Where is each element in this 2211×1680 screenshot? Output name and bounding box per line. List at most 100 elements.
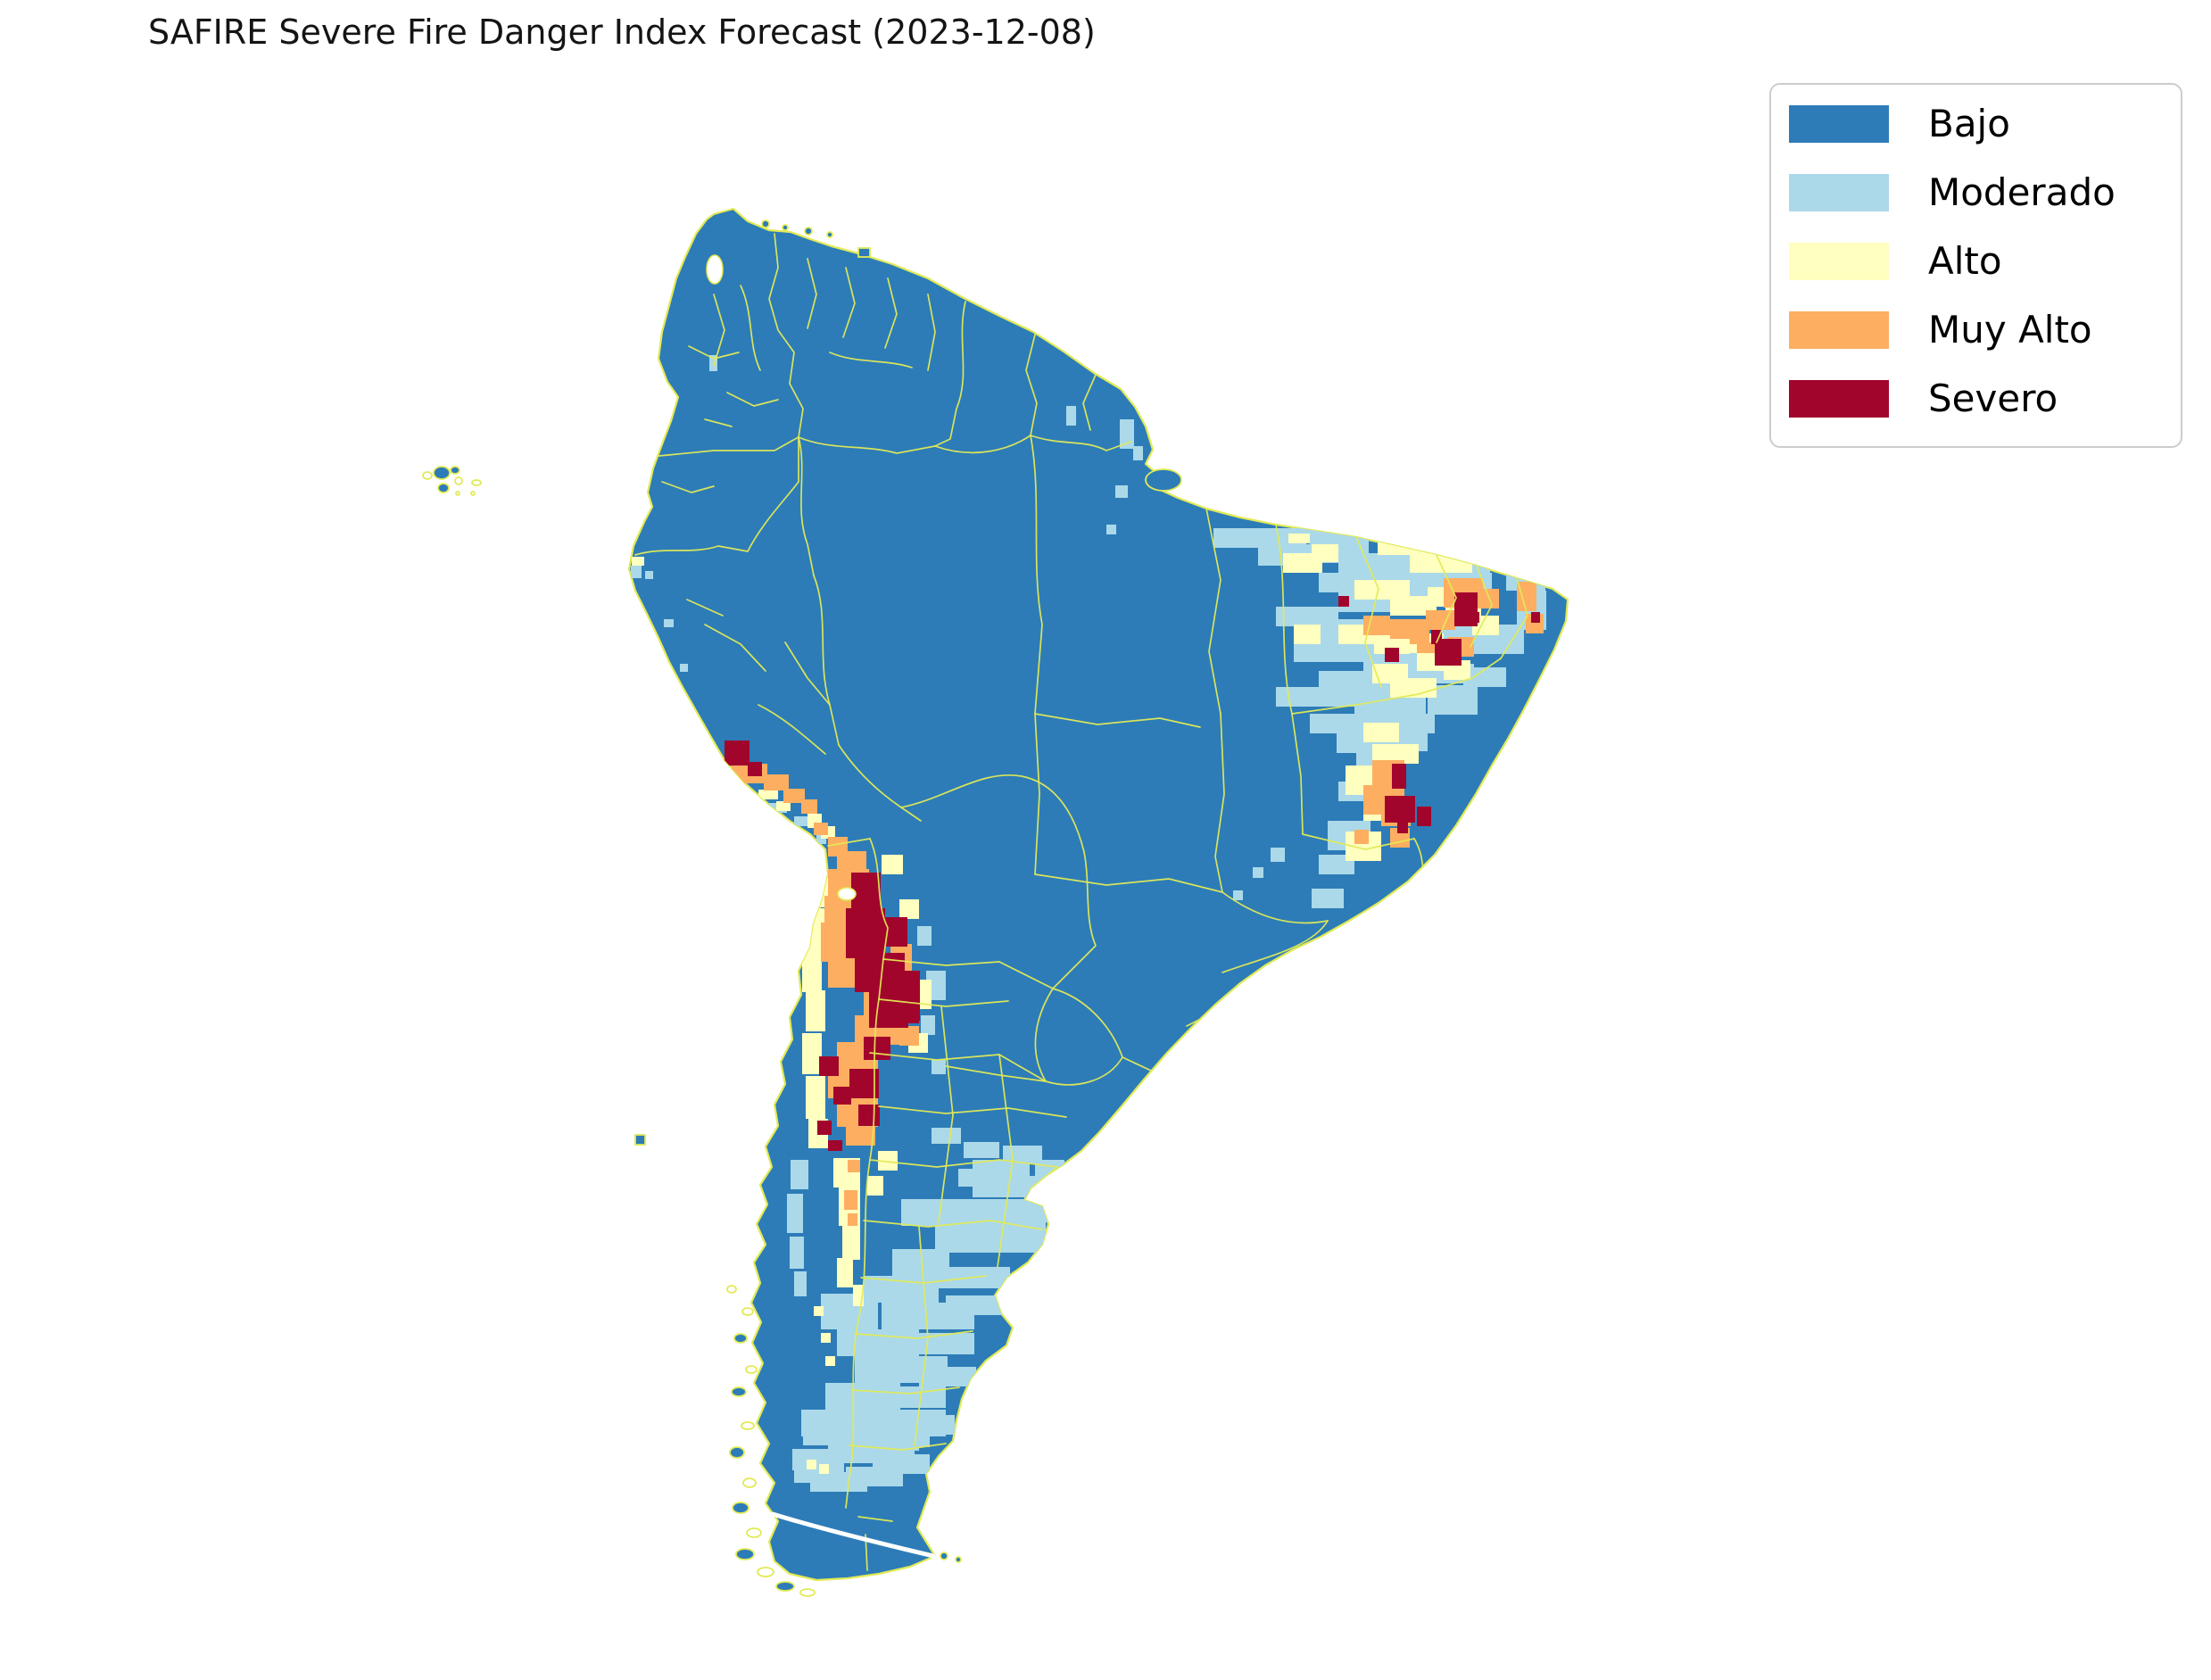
danger-cell-alto [1363, 723, 1399, 742]
legend-swatch-bajo [1789, 104, 1889, 143]
legend-label-alto: Alto [1928, 238, 2002, 283]
continent-landmass [627, 207, 1569, 1582]
danger-cell-muy_alto [844, 1190, 857, 1210]
danger-cell-moderado [846, 1467, 903, 1486]
danger-cell-severo [1385, 648, 1399, 662]
danger-cell-severo [1338, 596, 1349, 607]
danger-cell-moderado [917, 926, 932, 946]
danger-cell-moderado [1253, 867, 1263, 878]
galapagos-islet [470, 491, 476, 496]
danger-cell-alto [806, 1076, 825, 1119]
danger-cell-alto [758, 790, 778, 799]
legend-label-muy-alto: Muy Alto [1928, 307, 2092, 352]
legend-item-bajo: Bajo [1789, 89, 2181, 158]
danger-cell-moderado [787, 1194, 803, 1233]
danger-cell-severo [748, 762, 762, 776]
danger-cell-moderado [1115, 485, 1128, 498]
chilean-fjord-islet [731, 1386, 747, 1397]
danger-cell-muy_alto [1417, 642, 1437, 653]
danger-cell-alto [802, 1033, 822, 1074]
galapagos-islet [471, 479, 482, 486]
caribbean-islet [826, 231, 833, 238]
galapagos-islet [455, 491, 460, 496]
galapagos-islet [450, 466, 460, 475]
danger-cell-muy_alto [814, 823, 828, 835]
danger-cell-alto [867, 1176, 883, 1196]
danger-cell-muy_alto [1410, 625, 1429, 644]
caribbean-islet [761, 219, 770, 228]
chilean-fjord-islet [726, 1285, 737, 1294]
danger-cell-moderado [1006, 1212, 1046, 1231]
danger-cell-moderado [964, 1142, 999, 1158]
danger-cell-muy_alto [837, 851, 866, 871]
danger-cell-alto [103, 1005, 111, 1010]
lake-titicaca [837, 887, 857, 901]
danger-cell-severo [725, 741, 749, 766]
danger-cell-severo [1531, 612, 1540, 623]
legend-swatch-muy-alto [1789, 310, 1889, 349]
danger-cell-moderado [921, 1015, 935, 1035]
lake-maracaibo [706, 254, 724, 285]
danger-cell-severo [1385, 796, 1415, 823]
danger-cell-alto [776, 801, 791, 811]
danger-cell-alto [842, 1224, 860, 1260]
danger-cell-muy_alto [764, 774, 789, 790]
danger-cell-muy_alto [801, 799, 817, 814]
chilean-fjord-islet [735, 1548, 755, 1560]
chilean-fjord-islet [741, 1307, 754, 1316]
danger-cell-moderado [1463, 667, 1506, 687]
danger-cell-severo [817, 1121, 832, 1135]
danger-cell-muy_alto [846, 1126, 875, 1146]
danger-cell-moderado [1133, 446, 1143, 460]
danger-cell-severo [878, 917, 907, 947]
danger-cell-moderado [645, 571, 653, 579]
chilean-fjord-islet [757, 1567, 774, 1577]
danger-cell-alto [819, 1464, 829, 1474]
danger-cell-severo [1392, 764, 1406, 789]
danger-cell-alto [878, 1151, 898, 1171]
danger-cell-alto [1288, 534, 1310, 543]
danger-cell-moderado [631, 566, 642, 578]
danger-cell-alto [1354, 580, 1410, 600]
danger-cell-severo [833, 1087, 851, 1105]
galapagos-islet [433, 466, 451, 480]
danger-cell-moderado [1276, 687, 1354, 707]
legend-item-moderado: Moderado [1789, 158, 2181, 227]
danger-cell-moderado [709, 355, 717, 371]
juan-fernandez-islet [634, 1134, 646, 1146]
danger-cell-severo [1435, 639, 1462, 666]
danger-cell-moderado [791, 1160, 808, 1189]
danger-cell-severo [864, 1037, 890, 1060]
danger-cell-moderado [790, 1237, 804, 1269]
danger-cell-alto [837, 1258, 853, 1287]
danger-cell-alto [882, 855, 903, 874]
danger-cell-moderado [794, 1271, 807, 1296]
chilean-fjord-islet [742, 1477, 757, 1488]
danger-cell-moderado [1213, 528, 1306, 548]
chilean-fjord-islet [799, 1588, 816, 1597]
legend-label-severo: Severo [1928, 376, 2058, 420]
legend-label-moderado: Moderado [1928, 170, 2116, 214]
danger-cell-moderado [890, 1428, 930, 1447]
danger-cells [103, 355, 1546, 1492]
danger-cell-alto [814, 1306, 824, 1316]
danger-cell-muy_alto [1354, 830, 1369, 844]
legend-item-muy-alto: Muy Alto [1789, 295, 2181, 364]
danger-cell-alto [806, 990, 825, 1031]
danger-cell-muy_alto [1426, 610, 1455, 630]
danger-cell-alto [807, 1460, 816, 1469]
danger-cell-alto [632, 557, 644, 566]
danger-cell-alto [821, 1333, 831, 1343]
chilean-fjord-islet [775, 1581, 795, 1592]
danger-cell-severo [1469, 612, 1479, 623]
chilean-fjord-islet [746, 1527, 762, 1538]
danger-cell-severo [899, 994, 919, 1023]
danger-cell-severo [1417, 807, 1431, 826]
marajo-island [1145, 468, 1182, 492]
pacific-islet [940, 1552, 948, 1560]
danger-cell-moderado [821, 1294, 878, 1329]
danger-cell-muy_alto [1517, 582, 1536, 611]
galapagos-islet [437, 483, 450, 493]
danger-cell-moderado [1066, 406, 1076, 426]
